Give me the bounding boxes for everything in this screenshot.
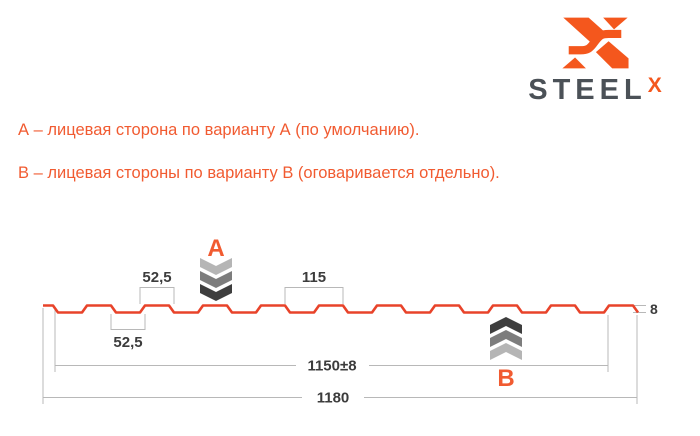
sheet-profile-line [43, 304, 640, 314]
note-variant-b: В – лицевая стороны по варианту В (огова… [18, 164, 500, 182]
dim-working-width-lines [54, 309, 609, 372]
dim-pitch-label: 115 [302, 269, 326, 286]
marker-b-label: B [497, 365, 514, 392]
dim-rib-bottom-width-label: 52,5 [113, 334, 142, 351]
chevron-down-light-icon [200, 258, 232, 275]
brand-logo: STEELX [502, 14, 688, 105]
dim-profile-height-label: 8 [650, 301, 658, 317]
marker-a-label: A [207, 235, 224, 262]
dim-pitch-lines [284, 287, 344, 304]
logo-arm-bottom-left [562, 57, 586, 69]
profile-drawing: 52,5 115 52,5 8 1150±8 1180 A B [42, 235, 658, 407]
marker-a-group: A [200, 235, 232, 301]
brand-wordmark: STEELX [502, 74, 688, 106]
dim-rib-top-width-label: 52,5 [142, 269, 171, 286]
dim-rib-top-lines [139, 287, 175, 304]
dimension-lines [42, 287, 646, 404]
steelx-logo-icon [562, 17, 629, 69]
note-variant-a: А – лицевая сторона по варианту А (по ум… [18, 121, 420, 139]
brand-name: STEEL [528, 74, 647, 106]
logo-arm-top-right [603, 17, 628, 30]
logo-arm-bottom-right [595, 41, 629, 69]
dim-rib-bottom-lines [110, 314, 146, 330]
chevron-down-medium-icon [200, 271, 232, 288]
marker-b-group: B [490, 317, 522, 392]
dim-working-width-label: 1150±8 [307, 358, 356, 375]
logo-s-curve [568, 29, 622, 55]
dim-overall-width-lines [42, 308, 638, 404]
brand-superscript-x: X [647, 74, 662, 97]
dim-height-ticks [633, 305, 646, 313]
chevron-up-dark-icon [490, 317, 522, 334]
dim-overall-width-label: 1180 [317, 390, 350, 407]
chevron-up-medium-icon [490, 330, 522, 347]
chevron-down-dark-icon [200, 284, 232, 301]
chevron-up-light-icon [490, 343, 522, 360]
